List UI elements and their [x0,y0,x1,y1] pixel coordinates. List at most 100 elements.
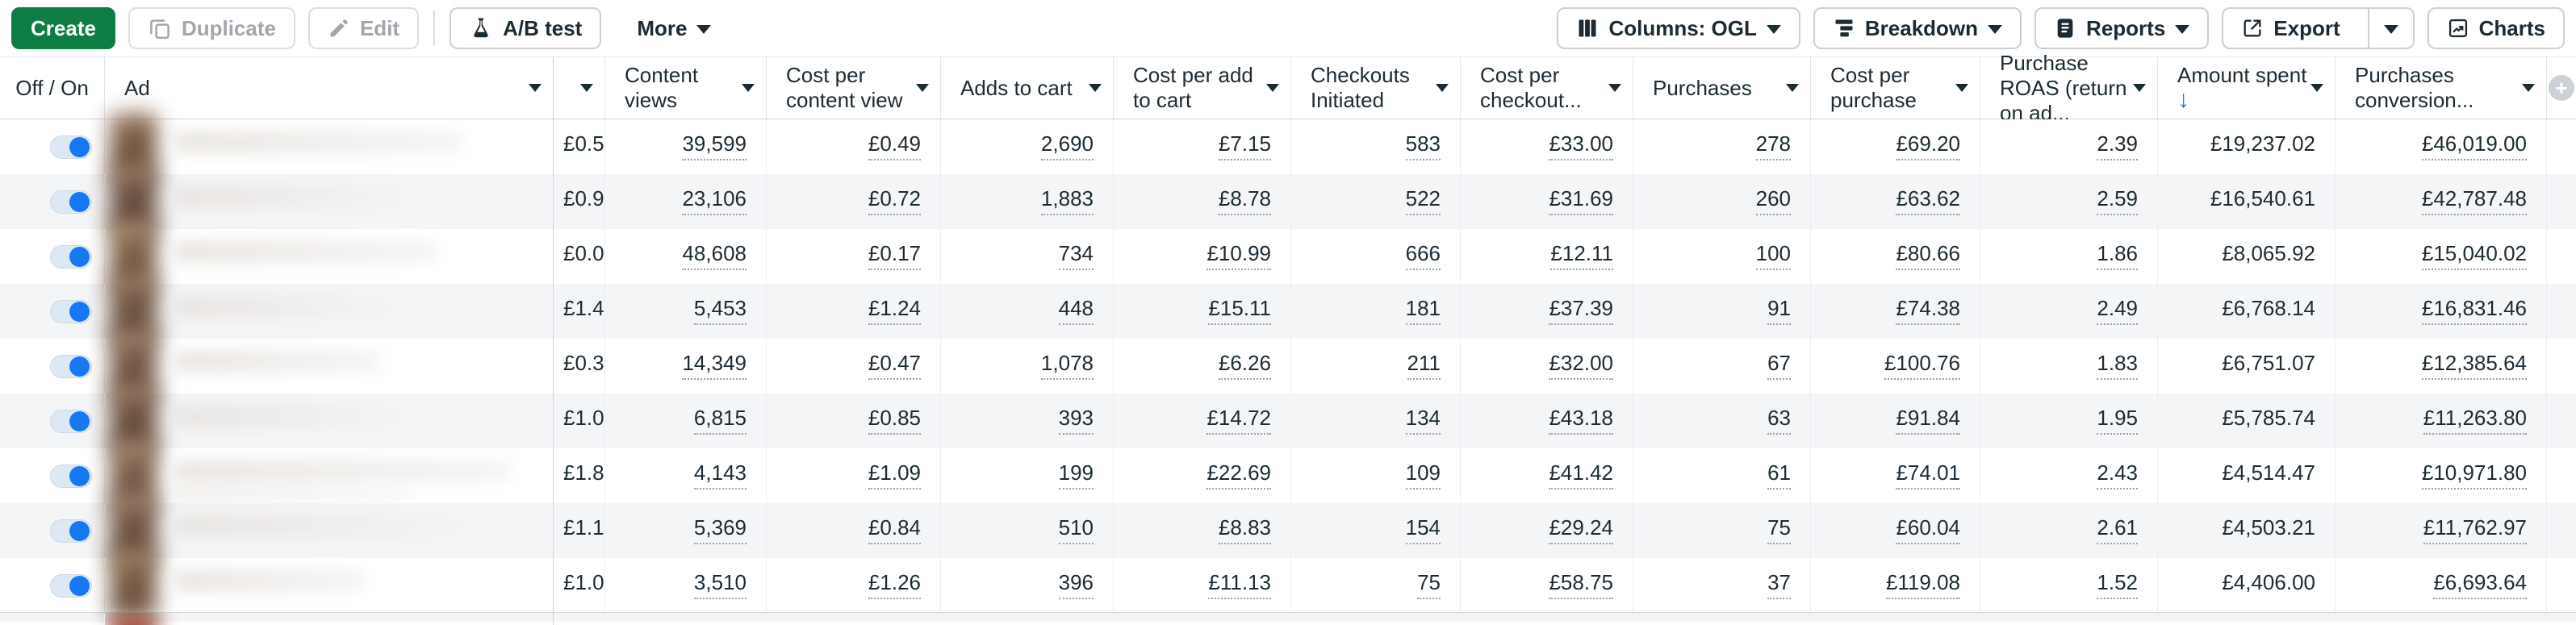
column-header-purchase-roas[interactable]: Purchase ROAS (return on ad... [1980,51,2158,125]
ad-name-blurred[interactable] [105,332,553,400]
ad-on-off-toggle[interactable] [50,519,92,543]
cell-purchases-conversion-value: £11,263.80 [2336,394,2547,448]
ad-on-off-toggle[interactable] [50,410,92,433]
column-menu-caret-icon[interactable] [916,84,929,92]
cell-purchases: 37 [1633,558,1811,612]
column-header-clipped[interactable] [554,57,605,119]
metric-value: £0.17 [868,241,921,270]
metric-value: £8,065.92 [2222,241,2315,265]
ad-name-blurred[interactable] [105,277,553,345]
ab-test-button[interactable]: A/B test [450,7,602,49]
cell-cost-per-checkout: £41.42 [1461,448,1633,503]
ad-on-off-toggle[interactable] [50,300,92,323]
table-row[interactable]: £0.32 14,349 £0.47 1,078 £6.26 211 £32.00 67 £10… [0,332,2576,400]
charts-button[interactable]: Charts [2427,7,2565,49]
metric-value: 583 [1405,131,1441,160]
cell-cost-per-content-view: £1.26 [767,558,941,612]
table-row[interactable]: £1.10 5,369 £0.84 510 £8.83 154 £29.24 75 £60.04… [0,497,2576,565]
column-header-cost-per-checkout[interactable]: Cost per checkout... [1461,57,1633,119]
create-button[interactable]: Create [11,7,115,49]
ad-on-off-toggle[interactable] [50,355,92,378]
breakdown-button[interactable]: Breakdown [1813,7,2022,49]
table-row[interactable]: £1.05 3,510 £1.26 396 £11.13 75 £58.75 37 £119.0… [0,552,2576,619]
column-menu-caret-icon[interactable] [2133,84,2146,92]
column-header-purchases[interactable]: Purchases [1633,57,1811,119]
export-options-button[interactable] [2367,9,2413,48]
table-row[interactable]: £1.80 4,143 £1.09 199 £22.69 109 £41.42 61 £74.0… [0,442,2576,510]
metric-value: £43.18 [1549,406,1613,435]
ad-name-blurred[interactable] [105,552,553,619]
column-menu-caret-icon[interactable] [529,84,542,92]
cell-clipped: £0.06 [554,229,605,284]
ad-name-blurred[interactable] [105,497,553,565]
column-header-cost-per-purchase[interactable]: Cost per purchase [1811,57,1980,119]
cell-purchases-conversion-value: £46,019.00 [2336,119,2547,174]
cell-amount-spent: £6,768.14 [2158,284,2336,339]
column-header-ad[interactable]: Ad [105,57,554,119]
add-column-icon[interactable]: + [2549,75,2574,101]
column-menu-caret-icon[interactable] [1436,84,1449,92]
table-row[interactable]: £1.40 5,453 £1.24 448 £15.11 181 £37.39 91 £74.3… [0,277,2576,345]
ad-on-off-toggle[interactable] [50,245,92,269]
metric-value: 2.59 [2097,186,2138,215]
ad-on-off-toggle[interactable] [50,190,92,214]
gutter-cell [2547,284,2576,339]
ad-name-blurred[interactable] [105,113,553,181]
ad-on-off-toggle[interactable] [50,574,92,598]
columns-button[interactable]: Columns: OGL [1557,7,1800,49]
column-header-cost-per-add-to-cart[interactable]: Cost per add to cart [1114,57,1291,119]
ad-cell [105,223,554,290]
column-menu-caret-icon[interactable] [2522,84,2535,92]
cell-cost-per-purchase: £74.01 [1811,448,1980,503]
table-row[interactable]: £1.06 6,815 £0.85 393 £14.72 134 £43.18 63 £91.8… [0,387,2576,455]
metric-value: 109 [1405,460,1441,490]
column-header-checkouts-initiated[interactable]: Checkouts Initiated [1291,57,1461,119]
export-button[interactable]: Export [2223,9,2357,48]
column-label: Cost per add to cart [1133,63,1253,112]
metric-value: £6.26 [1218,351,1271,380]
ad-on-off-toggle[interactable] [50,135,92,159]
column-header-off-on[interactable]: Off / On [0,57,105,119]
column-menu-caret-icon[interactable] [580,84,593,92]
table-row[interactable]: £0.52 39,599 £0.49 2,690 £7.15 583 £33.00 278 £6… [0,113,2576,181]
column-menu-caret-icon[interactable] [1955,84,1968,92]
metric-value: 2.49 [2097,296,2138,325]
cell-purchases-conversion-value: £12,385.64 [2336,339,2547,394]
more-button[interactable]: More [624,7,725,49]
cell-cost-per-add-to-cart: £8.78 [1114,174,1291,229]
metric-value: £69.20 [1896,131,1960,160]
ad-on-off-toggle[interactable] [50,465,92,488]
ad-name-blurred[interactable] [105,168,553,235]
metric-value: 6,815 [693,406,746,435]
metric-value: 1,883 [1040,186,1094,215]
ad-name-smear [173,484,415,502]
table-row[interactable]: £0.06 48,608 £0.17 734 £10.99 666 £12.11 100 £80… [0,223,2576,290]
column-menu-caret-icon[interactable] [1786,84,1799,92]
column-header-adds-to-cart[interactable]: Adds to cart [941,57,1114,119]
column-menu-caret-icon[interactable] [742,84,755,92]
metric-value: £15,040.02 [2421,241,2527,270]
ad-name-blurred[interactable] [105,387,553,455]
column-menu-caret-icon[interactable] [1089,84,1102,92]
metric-value: £6,768.14 [2222,296,2315,320]
ad-name-blurred[interactable] [105,223,553,290]
column-header-purchases-conversion-value[interactable]: Purchases conversion... [2336,57,2547,119]
edit-button[interactable]: Edit [307,7,420,49]
column-menu-caret-icon[interactable] [1608,84,1621,92]
duplicate-button[interactable]: Duplicate [128,7,295,49]
column-header-cost-per-content-view[interactable]: Cost per content view [767,57,941,119]
table-row[interactable]: £0.96 23,106 £0.72 1,883 £8.78 522 £31.69 260 £6… [0,168,2576,235]
metric-value: 48,608 [682,241,746,270]
ad-name-blurred[interactable] [105,442,553,510]
metric-value: £10,971.80 [2421,460,2527,490]
metric-value: £0.84 [868,515,921,544]
reports-button[interactable]: Reports [2034,7,2210,49]
column-header-amount-spent[interactable]: Amount spent ↓ [2158,57,2336,119]
cell-content-views: 23,106 [605,174,767,229]
column-menu-caret-icon[interactable] [1266,84,1279,92]
metric-value: 14,349 [682,351,746,380]
column-header-content-views[interactable]: Content views [605,57,767,119]
cell-cost-per-add-to-cart: £14.72 [1114,394,1291,448]
metric-value: 2.39 [2097,131,2138,160]
column-menu-caret-icon[interactable] [2310,84,2323,92]
